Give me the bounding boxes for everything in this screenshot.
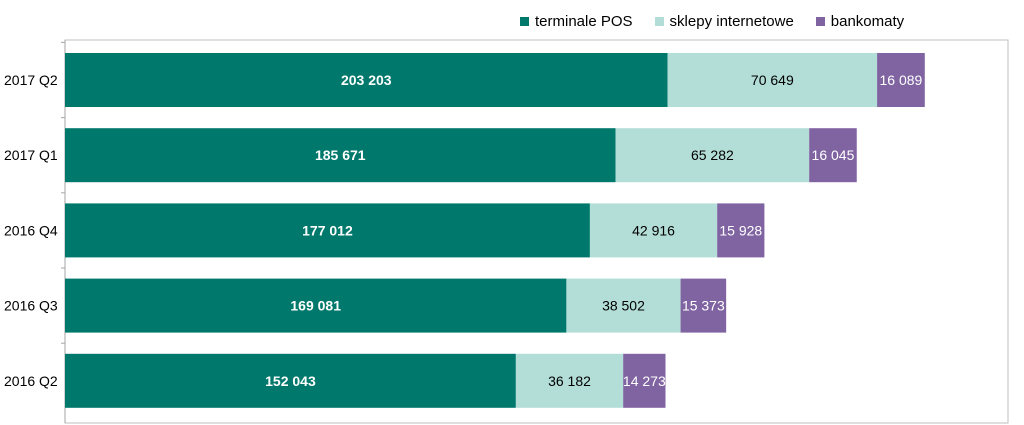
- bar-segment-terminale-pos: [65, 203, 590, 258]
- category-label: 2017 Q2: [4, 72, 58, 88]
- legend-item-bankomaty: bankomaty: [815, 12, 905, 30]
- data-label: 185 671: [315, 147, 366, 163]
- data-label: 152 043: [265, 373, 316, 389]
- data-label: 15 373: [682, 298, 725, 314]
- legend-item-terminale-pos: terminale POS: [520, 13, 633, 30]
- bar-segment-bankomaty: [623, 353, 666, 408]
- data-label: 36 182: [548, 373, 591, 389]
- bar-segment-sklepy-internetowe: [515, 353, 624, 408]
- bar-segment-sklepy-internetowe: [667, 53, 878, 107]
- legend-swatch-sklepy-internetowe: [654, 16, 664, 26]
- bar-segment-sklepy-internetowe: [589, 203, 718, 258]
- bar-segment-bankomaty: [809, 128, 857, 183]
- bar-segment-terminale-pos: [65, 53, 668, 107]
- data-label: 42 916: [632, 222, 675, 238]
- data-label: 38 502: [602, 298, 645, 314]
- data-label: 70 649: [751, 72, 794, 88]
- data-label: 169 081: [290, 298, 341, 314]
- category-label: 2017 Q1: [4, 147, 58, 163]
- category-label: 2016 Q4: [4, 222, 58, 238]
- data-label: 14 273: [623, 373, 666, 389]
- category-label: 2016 Q2: [4, 373, 58, 389]
- bar-segment-bankomaty: [877, 53, 925, 107]
- bar-segment-terminale-pos: [65, 128, 616, 183]
- bar-segment-terminale-pos: [65, 353, 516, 408]
- bar-segment-bankomaty: [680, 278, 727, 333]
- data-label: 203 203: [341, 72, 392, 88]
- bar-segment-terminale-pos: [65, 278, 567, 333]
- legend-swatch-terminale-pos: [520, 16, 529, 26]
- data-label: 65 282: [691, 147, 734, 163]
- bar-segment-sklepy-internetowe: [566, 278, 681, 333]
- data-label: 177 012: [302, 222, 353, 238]
- legend-item-sklepy-internetowe: sklepy internetowe: [654, 12, 794, 30]
- legend-label-terminale-pos: terminale POS: [535, 12, 633, 30]
- data-label: 16 089: [880, 72, 923, 88]
- data-label: 15 928: [719, 222, 762, 238]
- legend-label-sklepy-internetowe: sklepy internetowe: [669, 12, 794, 30]
- bar-segment-bankomaty: [717, 203, 765, 258]
- category-label: 2016 Q3: [4, 298, 58, 314]
- data-label: 16 045: [812, 147, 855, 163]
- legend: terminale POS sklepy internetowe bankoma…: [520, 8, 904, 34]
- legend-label-bankomaty: bankomaty: [830, 12, 905, 30]
- legend-swatch-bankomaty: [815, 16, 825, 26]
- bar-segment-sklepy-internetowe: [615, 128, 810, 183]
